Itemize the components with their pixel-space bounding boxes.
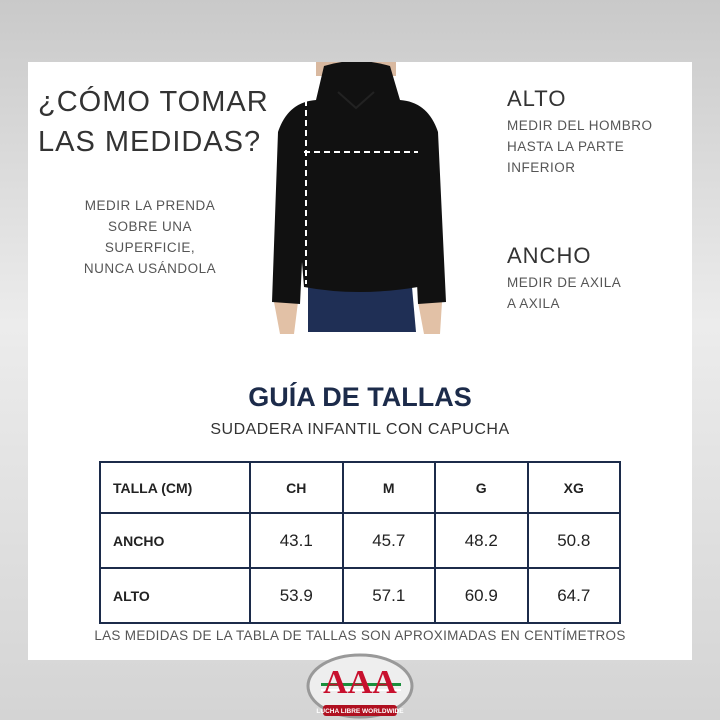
logo-tagline: LUCHA LIBRE WORLDWIDE — [316, 708, 404, 715]
instruction-line: NUNCA USÁNDOLA — [83, 261, 217, 276]
table-cell: 60.9 — [434, 567, 529, 624]
guide-title: GUÍA DE TALLAS — [248, 382, 472, 412]
table-cell: 57.1 — [341, 567, 436, 624]
table-cell: 45.7 — [341, 512, 436, 569]
measurement-note: LAS MEDIDAS DE LA TABLA DE TALLAS SON AP… — [94, 628, 626, 643]
table-row: ANCHO 43.1 45.7 48.2 50.8 — [99, 512, 621, 569]
logo-text: AAA — [323, 664, 397, 701]
header-cell: XG — [526, 461, 621, 514]
heading-line: LAS MEDIDAS? — [38, 126, 262, 158]
row-label: ALTO — [99, 567, 251, 624]
alto-line: MEDIR DEL HOMBRO — [507, 118, 653, 133]
heading-line: ¿CÓMO TOMAR — [38, 86, 269, 118]
aaa-logo: AAA LUCHA LIBRE WORLDWIDE — [306, 653, 414, 719]
measure-lines — [304, 100, 418, 284]
measure-heading: ¿CÓMO TOMAR LAS MEDIDAS? — [38, 82, 269, 162]
alto-line: HASTA LA PARTE — [507, 139, 625, 154]
instruction-line: SUPERFICIE, — [104, 240, 196, 255]
table-row: ALTO 53.9 57.1 60.9 64.7 — [99, 567, 621, 624]
row-label: ANCHO — [99, 512, 251, 569]
alto-description: MEDIR DEL HOMBRO HASTA LA PARTE INFERIOR — [507, 115, 653, 178]
ancho-label: ANCHO — [507, 243, 592, 268]
instruction-line: MEDIR LA PRENDA — [84, 198, 216, 213]
ancho-line: MEDIR DE AXILA — [507, 275, 622, 290]
table-cell: 50.8 — [526, 512, 621, 569]
table-cell: 53.9 — [249, 567, 344, 624]
alto-line: INFERIOR — [507, 160, 576, 175]
header-cell: G — [434, 461, 529, 514]
alto-label: ALTO — [507, 86, 567, 111]
instruction-line: SOBRE UNA — [107, 219, 193, 234]
instruction-text: MEDIR LA PRENDA SOBRE UNA SUPERFICIE, NU… — [60, 195, 240, 279]
table-header-row: TALLA (CM) CH M G XG — [99, 461, 621, 514]
header-cell: M — [341, 461, 436, 514]
ancho-line: A AXILA — [507, 296, 561, 311]
header-cell: CH — [249, 461, 344, 514]
table-cell: 64.7 — [526, 567, 621, 624]
header-cell: TALLA (CM) — [99, 461, 251, 514]
table-cell: 43.1 — [249, 512, 344, 569]
table-cell: 48.2 — [434, 512, 529, 569]
hoodie-photo — [272, 62, 446, 334]
ancho-description: MEDIR DE AXILA A AXILA — [507, 272, 621, 314]
size-table: TALLA (CM) CH M G XG ANCHO 43.1 45.7 48.… — [99, 461, 621, 624]
guide-subtitle: SUDADERA INFANTIL CON CAPUCHA — [210, 421, 510, 438]
